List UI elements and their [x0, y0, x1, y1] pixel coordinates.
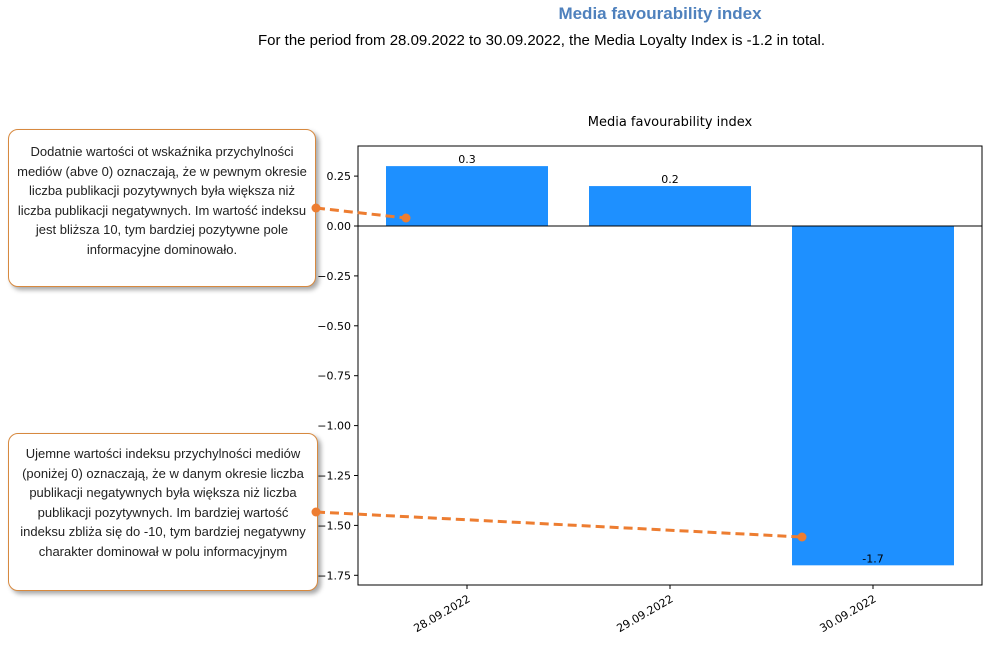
page-title: Media favourability index	[558, 4, 762, 23]
y-tick-label: −0.75	[317, 370, 351, 383]
connector-dot	[797, 532, 807, 542]
y-tick-label: −0.50	[317, 320, 351, 333]
connector-dot	[311, 507, 321, 517]
y-tick-label: −1.50	[317, 519, 351, 532]
data-label: 0.2	[661, 173, 679, 186]
connector-dot	[311, 203, 321, 213]
connector-positive	[315, 206, 407, 220]
connector-negative	[315, 510, 803, 539]
page-subtitle: For the period from 28.09.2022 to 30.09.…	[258, 32, 826, 49]
y-tick-label: 0.00	[327, 220, 352, 233]
y-tick-label: −1.75	[317, 569, 351, 582]
connector-dot	[401, 213, 411, 223]
bar-29.09.2022	[589, 186, 751, 226]
y-tick-label: 0.25	[327, 170, 352, 183]
y-tick-label: −0.25	[317, 270, 351, 283]
plot-frame	[357, 145, 983, 586]
data-label: 0.3	[458, 153, 476, 166]
chart-title: Media favourability index	[588, 115, 753, 130]
y-tick-label: −1.00	[317, 420, 351, 433]
data-label: -1.7	[862, 552, 883, 565]
callout-positive-values: Dodatnie wartości ot wskaźnika przychyln…	[8, 129, 316, 287]
bar-28.09.2022	[386, 166, 548, 226]
bar-30.09.2022	[792, 226, 954, 566]
callout-negative-values: Ujemne wartości indeksu przychylności me…	[8, 433, 318, 591]
y-tick-label: −1.25	[317, 470, 351, 483]
